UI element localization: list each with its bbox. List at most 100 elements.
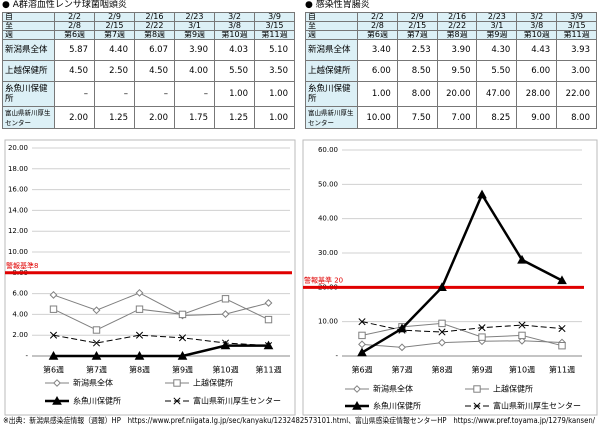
header-cell: 2/2 — [357, 12, 398, 22]
row-label: 糸魚川保健所 — [305, 81, 358, 107]
point-marker — [264, 342, 273, 350]
x-tick-label: 第8週 — [431, 365, 452, 375]
header-cell: 2/22 — [436, 21, 478, 31]
header-cell: 週 — [305, 30, 358, 40]
value-cell: 6.00 — [357, 60, 398, 82]
legend-marker — [173, 397, 181, 405]
header-cell: 2/9 — [94, 12, 135, 22]
legend-label: 上越保健所 — [493, 384, 533, 394]
header-cell: 自 — [305, 12, 358, 22]
header-cell: 2/23 — [476, 12, 518, 22]
value-cell: – — [54, 81, 95, 107]
legend-label: 新潟県全体 — [73, 378, 113, 388]
header-cell: 2/16 — [436, 12, 478, 22]
point-marker — [134, 350, 145, 360]
point-marker — [178, 334, 187, 342]
header-row: 週第6週 第7週 第8週 第9週 第10週 第11週 — [2, 30, 295, 40]
y-tick-label: 14.00 — [8, 206, 28, 214]
data-row: 新潟県全体 3.40 2.53 3.90 4.30 4.43 3.93 — [305, 39, 597, 61]
point-marker — [92, 326, 101, 334]
value-cell: 8.25 — [476, 106, 518, 129]
series-line — [361, 340, 563, 348]
point-marker — [517, 254, 527, 264]
value-cell: 4.03 — [214, 39, 255, 61]
value-cell: 20.00 — [436, 81, 478, 107]
header-cell: 3/2 — [516, 12, 558, 22]
y-tick-label: - — [25, 352, 28, 360]
point-marker — [91, 350, 102, 360]
header-row: 自 2/2 2/9 2/16 2/23 3/2 3/9 — [305, 12, 597, 22]
series-line — [361, 321, 563, 333]
point-marker — [177, 350, 188, 360]
value-cell: 2.00 — [134, 106, 175, 129]
row-label: 糸魚川保健所 — [2, 81, 55, 107]
series-line — [361, 191, 563, 354]
point-marker — [92, 306, 101, 315]
header-cell: 第7週 — [396, 30, 438, 40]
value-cell: 5.50 — [476, 60, 518, 82]
value-cell: 1.25 — [94, 106, 135, 129]
header-cell: 第7週 — [94, 30, 135, 40]
y-tick-label: 40.00 — [318, 215, 338, 223]
point-marker — [557, 275, 567, 285]
header-cell: 2/9 — [396, 12, 438, 22]
y-tick-label: 4.00 — [12, 310, 28, 318]
value-cell: 22.00 — [556, 81, 597, 107]
value-cell: 8.00 — [396, 81, 438, 107]
row-label: 新潟県全体 — [2, 39, 55, 61]
header-cell: 3/1 — [476, 21, 518, 31]
header-row: 至 2/8 2/15 2/22 3/1 3/8 3/15 — [2, 21, 295, 31]
value-cell: 5.50 — [214, 60, 255, 82]
point-marker — [438, 338, 446, 347]
legend-marker — [353, 385, 361, 393]
value-cell: 3.00 — [556, 60, 597, 82]
threshold-label: 警報基準8 — [6, 261, 38, 270]
x-tick-label: 第7週 — [391, 365, 412, 375]
point-marker — [358, 331, 366, 340]
value-cell: 1.00 — [357, 81, 398, 107]
header-cell: 第6週 — [357, 30, 398, 40]
header-cell: 第9週 — [476, 30, 518, 40]
point-marker — [49, 331, 58, 339]
point-marker — [477, 189, 487, 199]
value-cell: 4.43 — [516, 39, 558, 61]
header-cell: 2/8 — [357, 21, 398, 31]
value-cell: 8.00 — [556, 106, 597, 129]
y-tick-label: 30.00 — [318, 249, 338, 257]
value-cell: 1.75 — [174, 106, 215, 129]
point-marker — [518, 331, 526, 340]
point-marker — [221, 295, 230, 303]
point-marker — [398, 343, 406, 352]
series-line — [53, 344, 269, 358]
header-cell: 2/15 — [94, 21, 135, 31]
header-cell: 週 — [2, 30, 55, 40]
legend-label: 富山県新川厚生センター — [193, 396, 281, 406]
value-cell: 2.00 — [54, 106, 95, 129]
legend-label: 上越保健所 — [193, 378, 233, 388]
header-cell: 第11週 — [254, 30, 295, 40]
header-cell: 3/15 — [556, 21, 597, 31]
value-cell: 3.40 — [357, 39, 398, 61]
header-cell: 第6週 — [54, 30, 95, 40]
header-cell: 3/2 — [214, 12, 255, 22]
legend-label: 新潟県全体 — [373, 384, 413, 394]
value-cell: 3.90 — [174, 39, 215, 61]
header-cell: 至 — [305, 21, 358, 31]
point-marker — [92, 339, 101, 347]
value-cell: 7.00 — [436, 106, 478, 129]
value-cell: 1.00 — [254, 81, 295, 107]
value-cell: 4.50 — [134, 60, 175, 82]
point-marker — [478, 324, 486, 332]
legend-marker — [53, 379, 61, 387]
chart-border — [302, 139, 598, 416]
x-tick-label: 第9週 — [471, 365, 492, 375]
value-cell: 9.00 — [516, 106, 558, 129]
value-cell: 3.50 — [254, 60, 295, 82]
value-cell: 5.10 — [254, 39, 295, 61]
data-row: 糸魚川保健所 – – – –1.00 1.00 — [2, 81, 295, 107]
point-marker — [264, 299, 273, 307]
value-cell: 9.50 — [436, 60, 478, 82]
legend-marker — [473, 402, 481, 410]
